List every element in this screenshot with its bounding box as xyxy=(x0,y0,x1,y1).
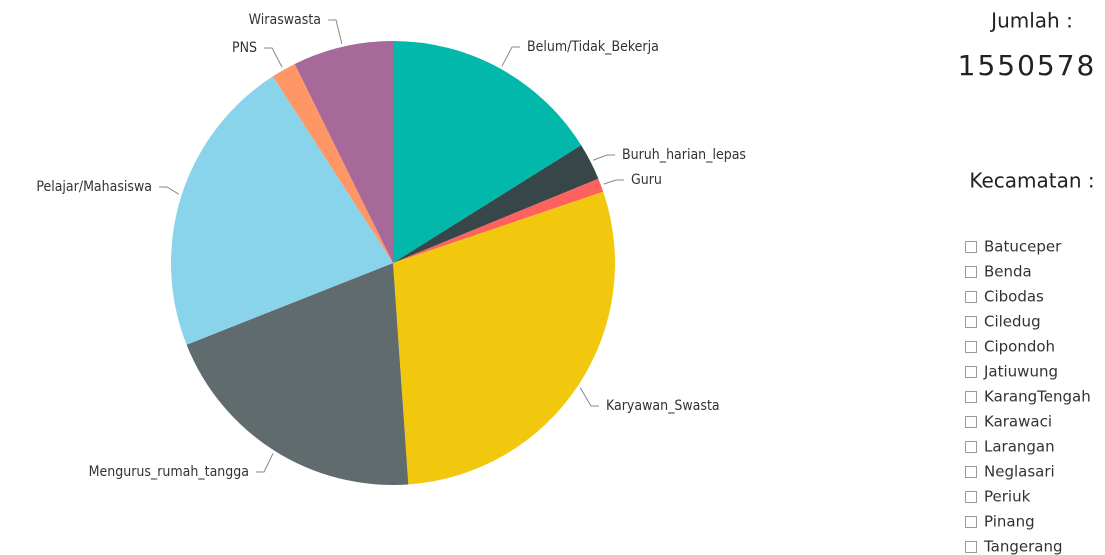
slice-label: Pelajar/Mahasiswa xyxy=(36,179,152,195)
slicer-item[interactable]: Cibodas xyxy=(984,288,1044,306)
pie-slice[interactable] xyxy=(186,263,409,485)
card-label: Jumlah : xyxy=(989,9,1073,33)
slicer-item[interactable]: Karawaci xyxy=(984,413,1052,431)
leader-line xyxy=(256,453,274,473)
pie-slice[interactable] xyxy=(393,41,582,263)
pie-slice[interactable] xyxy=(170,76,393,345)
slicer-item[interactable]: Neglasari xyxy=(984,463,1055,481)
slicer-item[interactable]: Batuceper xyxy=(984,238,1062,256)
leader-line xyxy=(264,47,283,68)
checkbox[interactable] xyxy=(965,416,977,428)
checkbox[interactable] xyxy=(965,316,977,328)
slicer-item[interactable]: Pinang xyxy=(984,513,1035,531)
pie-slice[interactable] xyxy=(294,41,393,263)
slicer-title: Kecamatan : xyxy=(969,169,1094,193)
slicer-item[interactable]: Tangerang xyxy=(983,538,1063,555)
leader-line xyxy=(592,154,615,161)
leader-line xyxy=(501,46,520,67)
pie-slice[interactable] xyxy=(393,145,599,263)
slicer-item[interactable]: KarangTengah xyxy=(984,388,1091,406)
checkbox[interactable] xyxy=(965,541,977,553)
slicer-item[interactable]: Larangan xyxy=(984,438,1055,456)
leader-line xyxy=(159,186,180,195)
slice-label: Belum/Tidak_Bekerja xyxy=(527,39,659,55)
pie-slice[interactable] xyxy=(393,178,604,263)
slice-label: PNS xyxy=(232,40,257,56)
checkbox[interactable] xyxy=(965,466,977,478)
card-value: 1550578 xyxy=(958,49,1097,82)
leader-line xyxy=(579,387,599,407)
checkbox[interactable] xyxy=(965,391,977,403)
slicer-item[interactable]: Ciledug xyxy=(984,313,1041,331)
slice-label: Guru xyxy=(631,172,662,188)
slicer-item[interactable]: Periuk xyxy=(984,488,1031,506)
checkbox[interactable] xyxy=(965,441,977,453)
leader-line xyxy=(328,19,343,45)
slicer-item[interactable]: Cipondoh xyxy=(984,338,1055,356)
checkbox[interactable] xyxy=(965,491,977,503)
leader-line xyxy=(603,179,624,185)
slicer-item[interactable]: Benda xyxy=(984,263,1032,281)
slice-label: Karyawan_Swasta xyxy=(606,398,720,414)
pie-slice[interactable] xyxy=(393,191,615,485)
slice-label: Mengurus_rumah_tangga xyxy=(89,464,249,480)
checkbox[interactable] xyxy=(965,516,977,528)
slice-label: Wiraswasta xyxy=(249,12,321,28)
checkbox[interactable] xyxy=(965,266,977,278)
checkbox[interactable] xyxy=(965,341,977,353)
checkbox[interactable] xyxy=(965,366,977,378)
pie-slice[interactable] xyxy=(272,63,393,263)
checkbox[interactable] xyxy=(965,291,977,303)
checkbox[interactable] xyxy=(965,241,977,253)
slice-label: Buruh_harian_lepas xyxy=(622,147,746,163)
slicer-item[interactable]: Jatiuwung xyxy=(983,363,1058,381)
